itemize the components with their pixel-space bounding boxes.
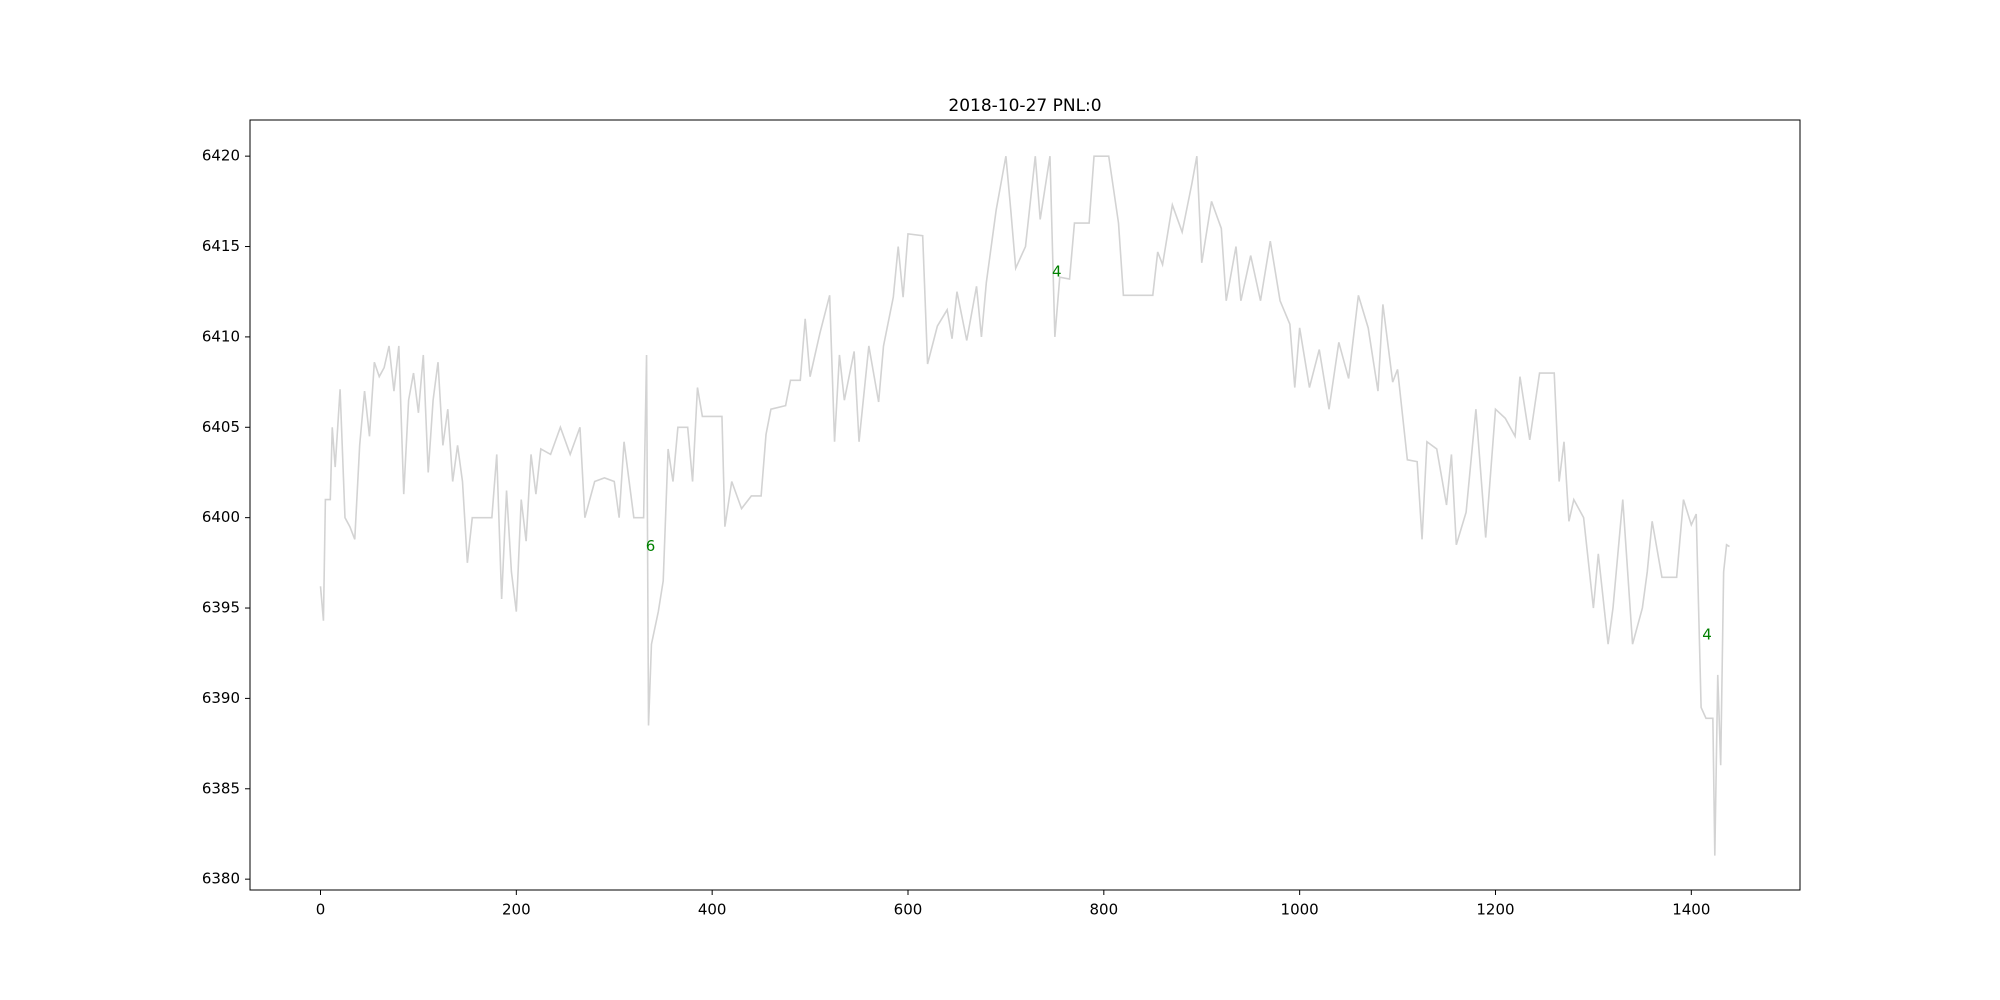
x-tick-label: 600 (894, 901, 923, 919)
y-tick-label: 6385 (202, 779, 240, 797)
y-tick-label: 6380 (202, 870, 240, 888)
price-line (319, 155, 1730, 856)
annotation: 4 (1702, 626, 1712, 644)
y-tick-label: 6390 (202, 689, 240, 707)
x-tick-label: 1000 (1281, 901, 1319, 919)
x-tick-label: 1400 (1672, 901, 1710, 919)
x-tick-label: 1200 (1476, 901, 1514, 919)
axes-frame (249, 119, 1801, 891)
x-tick-label: 800 (1090, 901, 1119, 919)
y-tick-label: 6400 (202, 508, 240, 526)
annotation: 6 (646, 537, 656, 555)
annotation: 4 (1052, 262, 1062, 280)
y-tick-label: 6415 (202, 237, 240, 255)
y-tick-label: 6420 (202, 147, 240, 165)
x-tick-label: 400 (698, 901, 727, 919)
y-tick-label: 6395 (202, 599, 240, 617)
x-tick-label: 0 (316, 901, 326, 919)
chart-title: 2018-10-27 PNL:0 (948, 96, 1101, 116)
y-tick-label: 6405 (202, 418, 240, 436)
x-tick-label: 200 (502, 901, 531, 919)
y-tick-label: 6410 (202, 327, 240, 345)
